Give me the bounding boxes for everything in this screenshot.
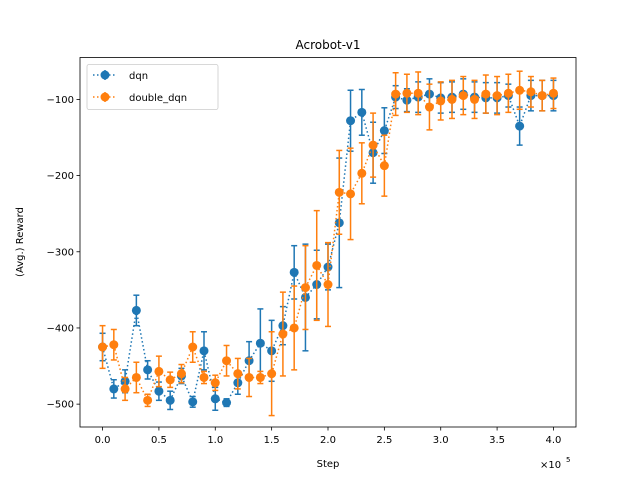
data-point (346, 116, 356, 126)
x-tick-label: 0.0 (95, 435, 111, 446)
data-point (255, 372, 265, 382)
data-point (143, 365, 153, 375)
data-point (447, 94, 457, 104)
data-point (188, 342, 198, 352)
data-point (120, 384, 130, 394)
data-point (255, 338, 265, 348)
x-tick-label: 1.5 (264, 435, 280, 446)
y-tick-label: −400 (47, 323, 74, 334)
y-tick-label: −100 (47, 95, 74, 106)
data-point (323, 280, 333, 290)
y-tick-label: −200 (47, 171, 74, 182)
data-point (312, 260, 322, 270)
legend-entry-dqn: dqn (93, 70, 148, 82)
data-point (334, 187, 344, 197)
data-point (244, 372, 254, 382)
data-point (165, 375, 175, 385)
data-point (131, 372, 141, 382)
data-point (481, 89, 491, 99)
data-point (357, 168, 367, 178)
data-point (131, 305, 141, 315)
legend: dqn double_dqn (86, 64, 219, 110)
data-point (526, 87, 536, 97)
data-point (143, 395, 153, 405)
legend-marker-double-dqn (100, 92, 110, 102)
data-point (199, 372, 209, 382)
x-tick-label: 4.0 (546, 435, 562, 446)
x-multiplier-exponent: 5 (566, 456, 570, 464)
series-double-dqn (98, 70, 558, 417)
data-point (188, 397, 198, 407)
legend-frame (86, 64, 219, 110)
data-point (458, 91, 468, 101)
data-point (154, 366, 164, 376)
x-axis-title: Step (317, 459, 340, 470)
data-point (436, 96, 446, 106)
data-point (379, 126, 389, 136)
x-tick-label: 3.5 (489, 435, 505, 446)
data-point (210, 378, 220, 388)
data-point (537, 91, 547, 101)
data-point (278, 329, 288, 339)
data-point (109, 384, 119, 394)
data-point (413, 88, 423, 98)
x-tick-label: 2.5 (376, 435, 392, 446)
legend-entry-double-dqn: double_dqn (93, 92, 187, 104)
data-point (346, 189, 356, 199)
data-point (222, 356, 232, 366)
data-point (210, 394, 220, 404)
legend-label-double-dqn: double_dqn (129, 93, 187, 104)
y-axis-title: (Avg.) Reward (15, 207, 26, 277)
data-point (300, 283, 310, 293)
data-point (368, 140, 378, 150)
plot-content (98, 70, 558, 417)
data-point (222, 398, 232, 408)
legend-marker-dqn (100, 70, 110, 80)
y-axis: −500 −400 −300 −200 −100 (47, 95, 80, 411)
x-multiplier-base: ×10 (540, 460, 561, 471)
legend-label-dqn: dqn (129, 71, 148, 82)
x-tick-label: 0.5 (151, 435, 167, 446)
data-point (357, 107, 367, 117)
data-point (154, 386, 164, 396)
x-axis-multiplier: ×10 5 (540, 456, 570, 471)
data-point (199, 346, 209, 356)
data-point (515, 121, 525, 131)
chart-title: Acrobot-v1 (295, 38, 360, 52)
x-tick-label: 3.0 (433, 435, 449, 446)
data-point (98, 342, 108, 352)
x-tick-label: 2.0 (320, 435, 336, 446)
data-point (289, 267, 299, 277)
data-point (470, 94, 480, 104)
data-point (515, 85, 525, 95)
data-point (109, 340, 119, 350)
data-point (391, 89, 401, 99)
data-point (424, 102, 434, 112)
data-point (548, 88, 558, 98)
data-point (289, 323, 299, 333)
y-tick-label: −500 (47, 400, 74, 411)
data-point (492, 91, 502, 101)
x-axis: 0.0 0.5 1.0 1.5 2.0 2.5 3.0 3.5 4.0 (95, 427, 562, 446)
data-point (165, 395, 175, 405)
data-point (267, 369, 277, 379)
data-point (379, 161, 389, 171)
x-tick-label: 1.0 (207, 435, 223, 446)
data-point (233, 369, 243, 379)
data-point (176, 369, 186, 379)
data-point (503, 88, 513, 98)
data-point (402, 88, 412, 98)
y-tick-label: −300 (47, 247, 74, 258)
